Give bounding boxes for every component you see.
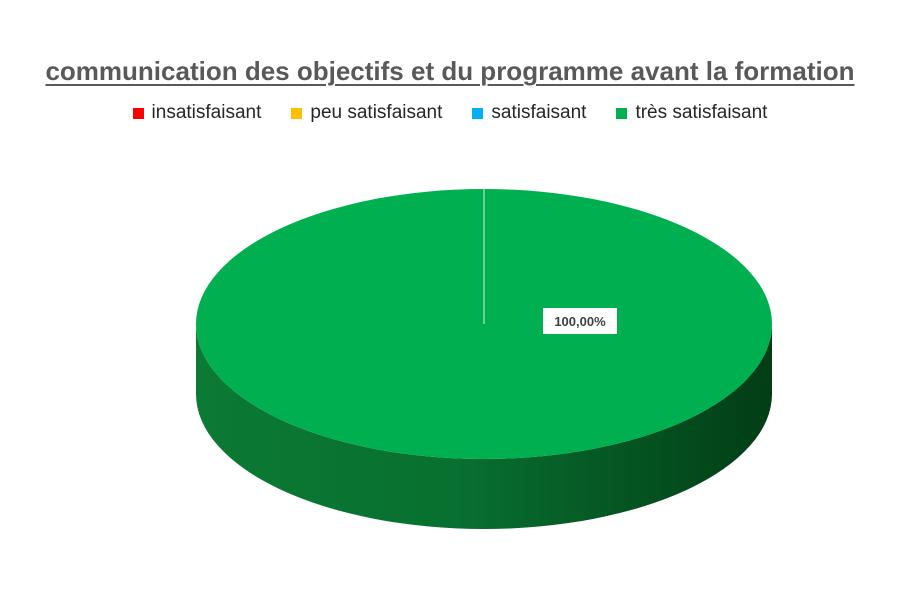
chart-title: communication des objectifs et du progra… [45, 56, 855, 86]
legend-label-peu-satisfaisant: peu satisfaisant [310, 102, 443, 123]
legend-item-tres-satisfaisant: très satisfaisant [616, 102, 767, 124]
legend-item-insatisfaisant: insatisfaisant [132, 102, 262, 124]
legend-item-satisfaisant: satisfaisant [472, 102, 586, 124]
legend-swatch-satisfaisant [472, 107, 484, 119]
data-label: 100,00% [554, 314, 606, 329]
legend-swatch-peu-satisfaisant [291, 107, 303, 119]
legend-swatch-tres-satisfaisant [616, 107, 628, 119]
legend-label-insatisfaisant: insatisfaisant [151, 102, 262, 123]
legend-swatch-insatisfaisant [132, 107, 144, 119]
legend-label-satisfaisant: satisfaisant [491, 102, 587, 123]
legend-label-tres-satisfaisant: très satisfaisant [635, 102, 768, 123]
legend-item-peu-satisfaisant: peu satisfaisant [291, 102, 442, 124]
pie-side [196, 324, 772, 529]
legend: insatisfaisant peu satisfaisant satisfai… [0, 102, 900, 124]
data-label-box [543, 308, 617, 334]
